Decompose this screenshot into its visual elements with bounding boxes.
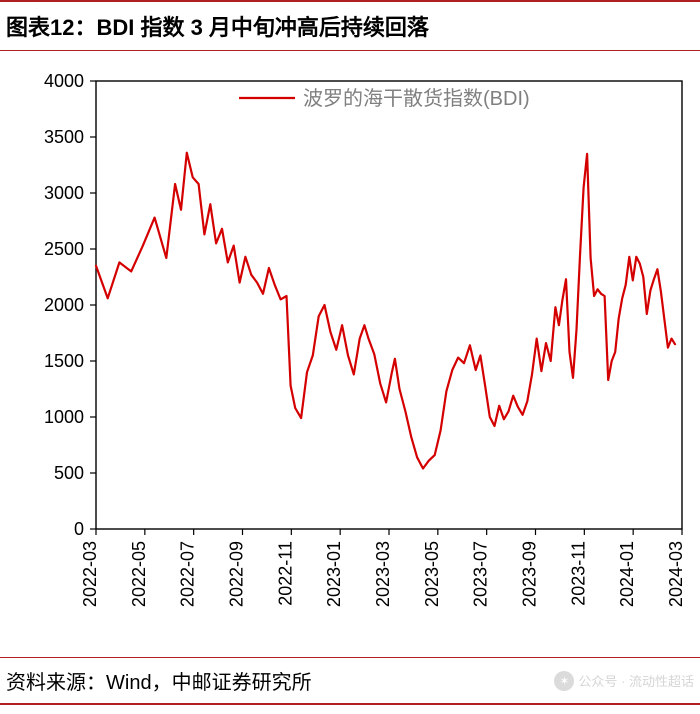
svg-text:2022-05: 2022-05 (129, 541, 149, 607)
svg-text:3000: 3000 (44, 183, 84, 203)
svg-text:1500: 1500 (44, 351, 84, 371)
svg-text:2023-09: 2023-09 (520, 541, 540, 607)
svg-text:2023-07: 2023-07 (471, 541, 491, 607)
bdi-line-chart: 0 500 1000 1500 2000 2500 3000 3500 4000 2022-03 2… (0, 51, 700, 657)
svg-text:4000: 4000 (44, 71, 84, 91)
svg-text:2000: 2000 (44, 295, 84, 315)
svg-text:2023-03: 2023-03 (373, 541, 393, 607)
svg-text:2022-09: 2022-09 (227, 541, 247, 607)
svg-text:2024-03: 2024-03 (666, 541, 686, 607)
watermark: ✶ 公众号 · 流动性超话 (554, 671, 694, 691)
svg-text:2023-05: 2023-05 (422, 541, 442, 607)
svg-text:2022-11: 2022-11 (275, 541, 295, 606)
watermark-text: 公众号 · 流动性超话 (578, 671, 694, 690)
svg-text:2500: 2500 (44, 239, 84, 259)
chart-title-bar: 图表12：BDI 指数 3 月中旬冲高后持续回落 (0, 0, 700, 51)
svg-text:3500: 3500 (44, 127, 84, 147)
wechat-icon: ✶ (554, 671, 574, 691)
source-bar: 资料来源：Wind，中邮证券研究所 ✶ 公众号 · 流动性超话 (0, 657, 700, 705)
source-text: 资料来源：Wind，中邮证券研究所 (6, 666, 312, 695)
svg-text:2023-11: 2023-11 (568, 541, 588, 606)
svg-text:波罗的海干散货指数(BDI): 波罗的海干散货指数(BDI) (303, 87, 530, 110)
svg-text:1000: 1000 (44, 407, 84, 427)
svg-text:2024-01: 2024-01 (617, 541, 637, 607)
svg-text:2022-07: 2022-07 (178, 541, 198, 607)
svg-text:2022-03: 2022-03 (80, 541, 100, 607)
svg-text:0: 0 (74, 519, 84, 539)
svg-text:2023-01: 2023-01 (324, 541, 344, 607)
chart-title: 图表12：BDI 指数 3 月中旬冲高后持续回落 (6, 10, 694, 42)
chart-container: 0 500 1000 1500 2000 2500 3000 3500 4000 2022-03 2… (0, 51, 700, 657)
svg-text:500: 500 (54, 463, 84, 483)
